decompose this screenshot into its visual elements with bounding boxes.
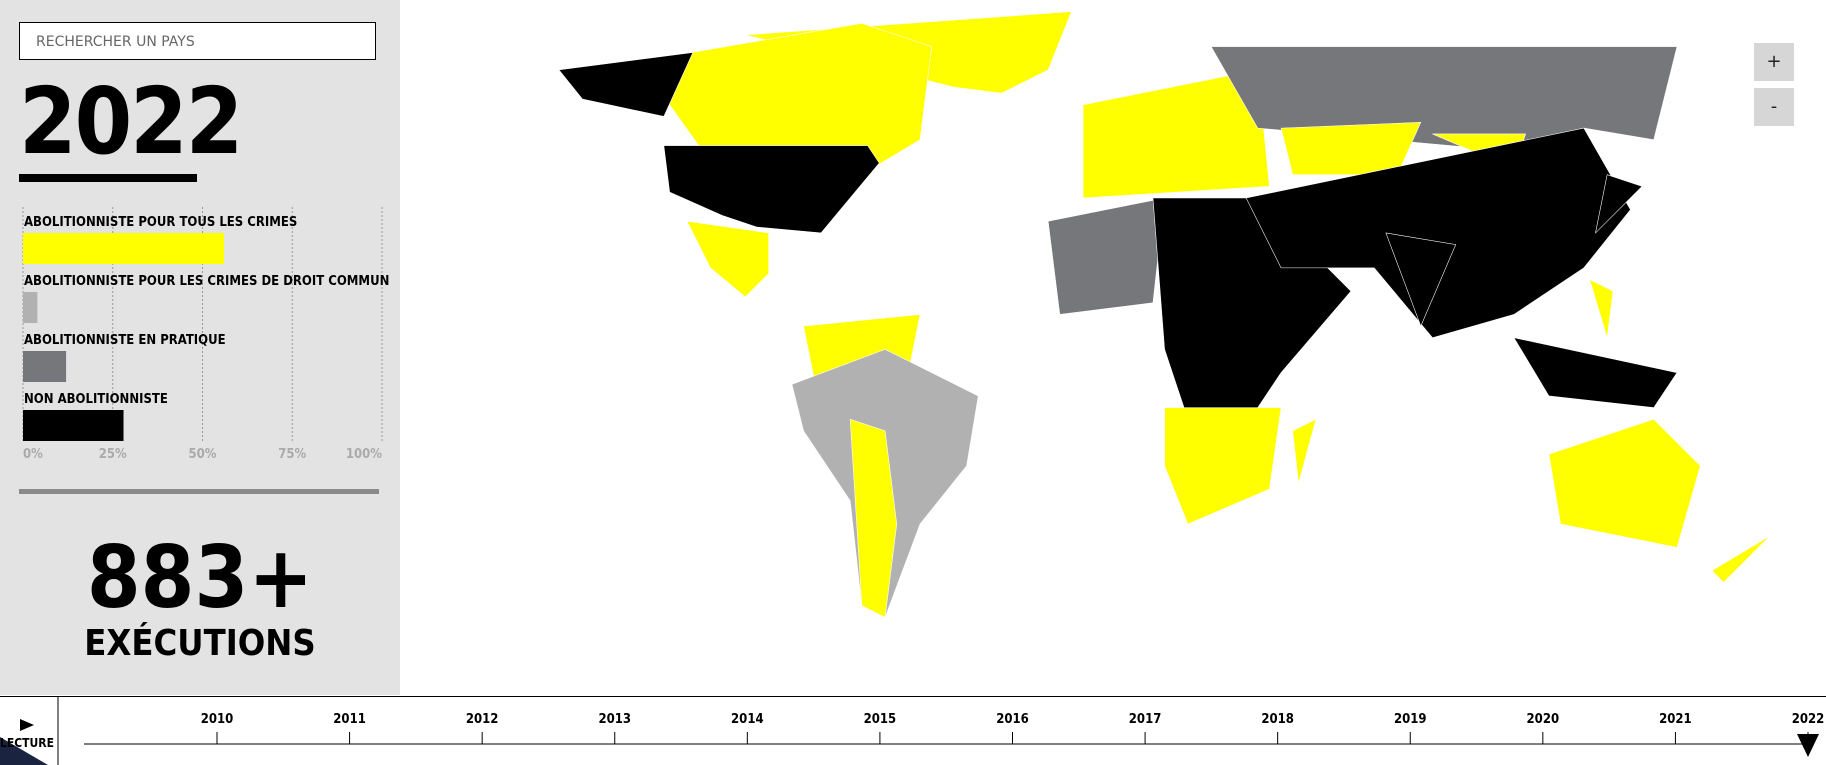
- divider: [19, 489, 379, 494]
- execution-count: 883+: [86, 528, 314, 628]
- x-tick-label: 50%: [189, 447, 217, 462]
- bar: [23, 410, 124, 441]
- play-label[interactable]: LECTURE: [0, 736, 54, 750]
- year-title: 2022: [19, 68, 243, 175]
- x-tick-label: 100%: [346, 447, 382, 462]
- timeline-year[interactable]: 2020: [1527, 712, 1560, 727]
- play-button[interactable]: [20, 719, 34, 731]
- year-underline: [19, 174, 197, 182]
- timeline-year[interactable]: 2012: [466, 712, 499, 727]
- timeline-year[interactable]: 2010: [201, 712, 234, 727]
- category-label: NON ABOLITIONNISTE: [24, 392, 168, 407]
- timeline-year[interactable]: 2018: [1261, 712, 1294, 727]
- x-tick-label: 25%: [99, 447, 127, 462]
- x-tick-label: 75%: [278, 447, 306, 462]
- timeline-year[interactable]: 2015: [864, 712, 897, 727]
- zoom-out-button[interactable]: -: [1754, 88, 1794, 126]
- bar: [23, 292, 38, 323]
- corner-logo: [0, 737, 48, 765]
- timeline-year[interactable]: 2021: [1659, 712, 1692, 727]
- category-label: ABOLITIONNISTE POUR LES CRIMES DE DROIT …: [24, 274, 389, 289]
- zoom-in-button[interactable]: +: [1754, 43, 1794, 81]
- timeline-year[interactable]: 2013: [598, 712, 631, 727]
- timeline-year[interactable]: 2019: [1394, 712, 1427, 727]
- timeline: LECTURE 2010 2011 2012 2013 2014 2015 2016 2017…: [0, 696, 1826, 765]
- timeline-year[interactable]: 2017: [1129, 712, 1162, 727]
- bar: [23, 233, 225, 264]
- timeline-year[interactable]: 2014: [731, 712, 764, 727]
- timeline-year[interactable]: 2022: [1792, 712, 1825, 727]
- search-input[interactable]: RECHERCHER UN PAYS: [19, 22, 376, 60]
- x-tick-label: 0%: [23, 447, 43, 462]
- category-label: ABOLITIONNISTE EN PRATIQUE: [24, 333, 226, 348]
- current-year-marker[interactable]: [1797, 734, 1819, 757]
- category-label: ABOLITIONNISTE POUR TOUS LES CRIMES: [24, 215, 297, 230]
- status-chart: 0% 25% 50% 75% 100% ABOLITIONNISTE POUR TOUS …: [22, 207, 389, 462]
- world-map[interactable]: [400, 0, 1826, 695]
- execution-label: EXÉCUTIONS: [84, 623, 316, 664]
- side-panel: RECHERCHER UN PAYS 2022 0% 25% 50% 75% 100% A…: [0, 0, 400, 695]
- timeline-year[interactable]: 2016: [996, 712, 1029, 727]
- timeline-year[interactable]: 2011: [333, 712, 366, 727]
- bar: [23, 351, 67, 382]
